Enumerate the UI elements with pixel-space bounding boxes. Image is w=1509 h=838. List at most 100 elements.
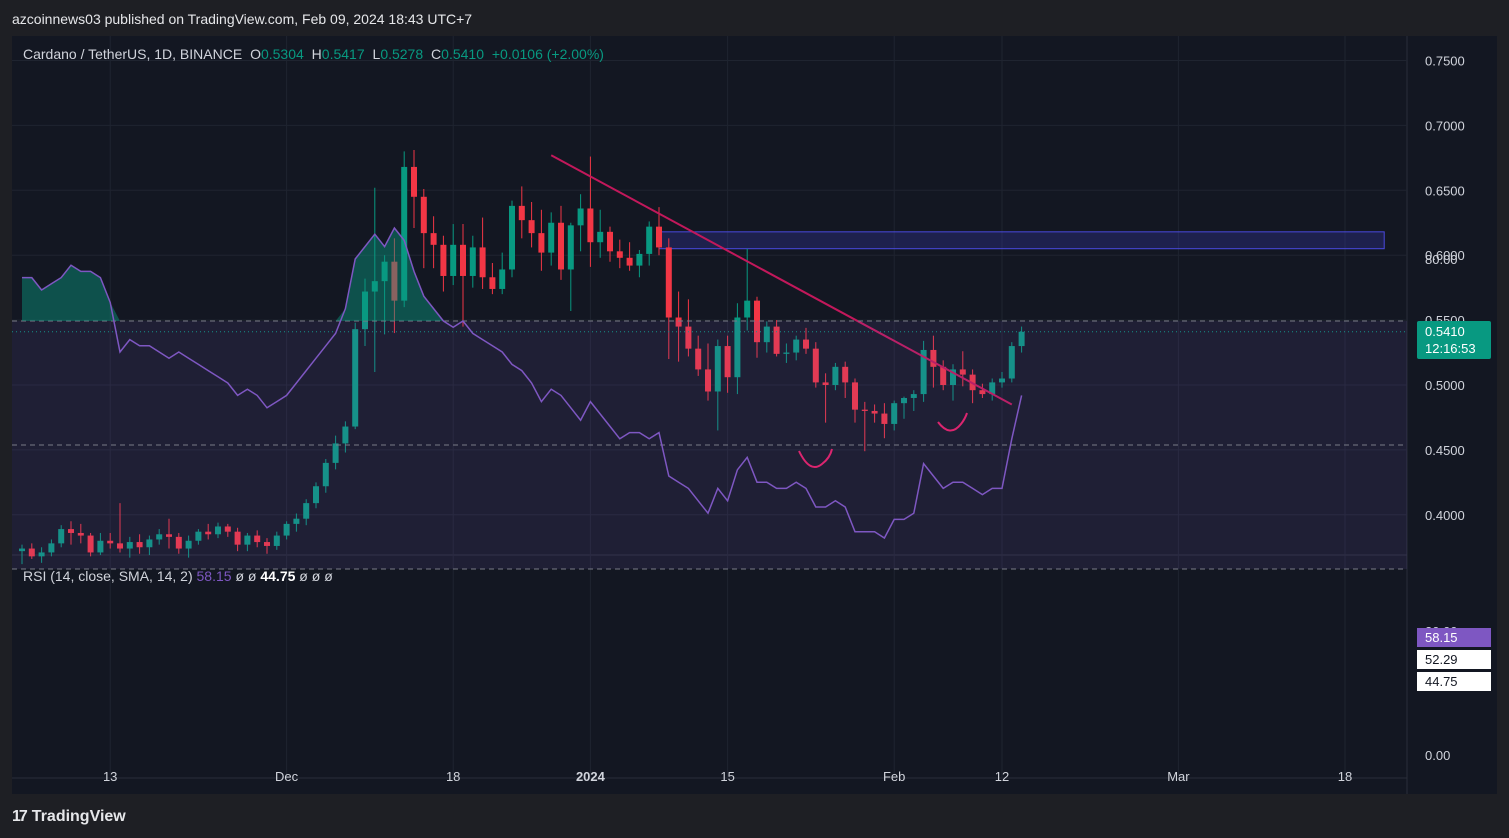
rsi-tick-label: 80.00 xyxy=(1425,252,1458,267)
candle-body xyxy=(254,535,261,543)
candle-body xyxy=(391,261,398,301)
candle-body xyxy=(1018,331,1025,347)
candle-body xyxy=(234,531,241,545)
candle-body xyxy=(910,394,917,398)
candle-body xyxy=(881,413,888,424)
candle-body xyxy=(460,244,466,276)
candle-body xyxy=(959,369,966,375)
candle-body xyxy=(891,403,898,424)
price-chart-svg[interactable]: 0.75000.70000.65000.60000.55000.50000.45… xyxy=(12,36,1497,794)
candle-body xyxy=(58,529,65,544)
candle-body xyxy=(754,300,760,343)
candle-body xyxy=(430,233,437,245)
candle-body xyxy=(420,196,427,234)
descending-trendline xyxy=(550,154,1013,406)
candle-body xyxy=(264,542,270,546)
rsi-legend: RSI (14, close, SMA, 14, 2) 58.15 ø ø 44… xyxy=(23,568,333,584)
candle-body xyxy=(313,486,319,504)
candle-body xyxy=(293,518,300,524)
low-value: 0.5278 xyxy=(380,46,424,62)
candle-body xyxy=(842,366,849,383)
open-label: O xyxy=(250,46,261,62)
price-tick-label: 0.4000 xyxy=(1425,508,1465,523)
rsi-value-tag: 58.15 xyxy=(1417,628,1491,647)
candle-body xyxy=(567,225,574,270)
candle-body xyxy=(597,231,604,243)
candle-body xyxy=(871,410,878,414)
candle-body xyxy=(322,462,329,487)
candle-body xyxy=(283,523,290,536)
candle-body xyxy=(38,552,45,557)
candle-body xyxy=(48,543,55,553)
candle-body xyxy=(920,349,927,395)
candle-body xyxy=(803,339,809,349)
candle-body xyxy=(950,369,956,385)
candle-body xyxy=(685,326,692,349)
candle-body xyxy=(607,231,613,252)
candle-body xyxy=(636,253,643,266)
rsi-sma-tag: 44.75 xyxy=(1417,672,1491,691)
price-tick-label: 0.7500 xyxy=(1425,54,1465,69)
candle-body xyxy=(136,542,143,548)
rsi-na-3: ø xyxy=(299,568,308,584)
candle-body xyxy=(989,382,996,395)
current-price-tag: 0.5410 12:16:53 xyxy=(1417,321,1491,359)
candle-body xyxy=(499,269,506,289)
tradingview-logo-text: TradingView xyxy=(31,808,126,825)
candle-body xyxy=(97,540,104,553)
rsi-na-4: ø xyxy=(311,568,321,584)
candle-body xyxy=(28,548,35,557)
candle-body xyxy=(77,532,84,536)
candle-body xyxy=(195,531,202,541)
footer: 17 TradingView xyxy=(0,796,1509,838)
rsi-na-5: ø xyxy=(324,568,333,584)
candle-body xyxy=(489,277,496,289)
chart-area[interactable]: 0.75000.70000.65000.60000.55000.50000.45… xyxy=(12,36,1497,794)
candle-body xyxy=(215,526,221,535)
top-bar: azcoinnews03 published on TradingView.co… xyxy=(0,0,1509,36)
rsi-sma-legend-value: 44.75 xyxy=(260,568,296,584)
candle-body xyxy=(724,346,731,378)
candle-body xyxy=(518,205,525,221)
candle-body xyxy=(548,222,555,253)
candle-body xyxy=(185,540,192,549)
candle-body xyxy=(616,251,623,258)
candle-body xyxy=(783,352,790,354)
candle-body xyxy=(509,205,515,270)
candle-body xyxy=(744,300,751,318)
time-tick-label: 18 xyxy=(1338,769,1352,784)
candle-body xyxy=(714,346,721,392)
candle-body xyxy=(705,369,711,392)
price-tick-label: 0.6500 xyxy=(1425,183,1465,198)
candle-body xyxy=(362,291,368,330)
candle-body xyxy=(166,534,172,537)
candle-body xyxy=(930,349,937,367)
bar-countdown: 12:16:53 xyxy=(1425,341,1476,356)
candle-body xyxy=(734,317,741,378)
candle-body xyxy=(117,543,123,549)
change-value: +0.0106 (+2.00%) xyxy=(491,46,604,62)
candle-body xyxy=(205,531,212,535)
candle-body xyxy=(156,534,163,540)
candle-body xyxy=(450,244,457,276)
candle-body xyxy=(381,261,388,282)
candle-body xyxy=(822,382,829,385)
candle-body xyxy=(695,348,702,370)
candle-body xyxy=(19,548,25,552)
candle-body xyxy=(646,226,653,254)
time-tick-label: 12 xyxy=(995,769,1009,784)
price-tick-label: 0.4500 xyxy=(1425,443,1465,458)
tradingview-logo[interactable]: 17 TradingView xyxy=(12,808,126,826)
high-label: H xyxy=(311,46,322,62)
rsi-legend-value: 58.15 xyxy=(196,568,232,584)
candle-body xyxy=(303,503,310,519)
candle-body xyxy=(577,208,584,226)
candle-body xyxy=(979,390,986,395)
candle-body xyxy=(528,220,535,234)
candle-body xyxy=(224,526,231,532)
time-tick-label: 18 xyxy=(446,769,460,784)
candle-body xyxy=(175,536,182,549)
candle-body xyxy=(469,247,476,276)
rsi-tick-label: 0.00 xyxy=(1425,748,1450,763)
candle-body xyxy=(479,247,486,278)
